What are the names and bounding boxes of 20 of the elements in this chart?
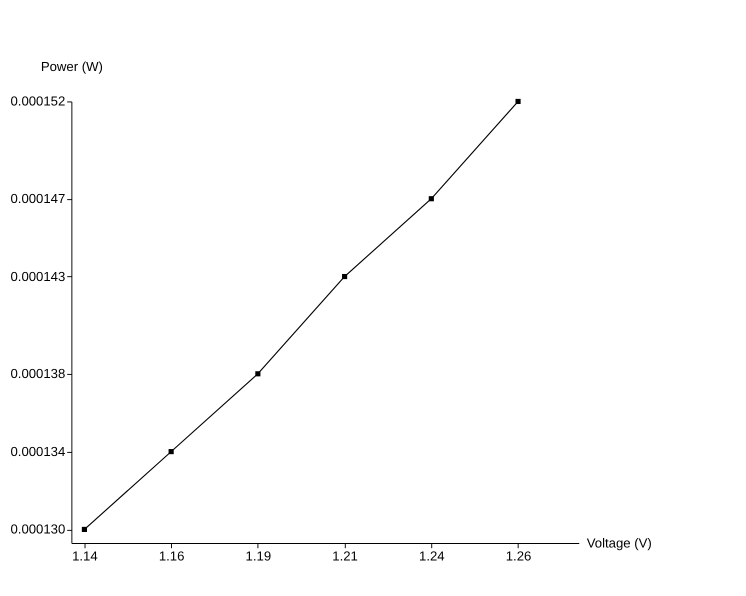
y-tick-label: 0.000147 — [10, 190, 66, 206]
x-tick-label: 1.14 — [72, 548, 98, 564]
x-tick-label: 1.26 — [506, 548, 532, 564]
point — [82, 526, 87, 532]
x-axis-title: Voltage (V) — [586, 535, 652, 550]
x-tick-label: 1.24 — [419, 548, 445, 564]
point — [515, 98, 521, 104]
point — [342, 274, 348, 280]
y-axis-title: Power (W) — [40, 58, 103, 74]
y-tick-label: 0.000143 — [10, 268, 66, 284]
x-tick-label: 1.16 — [158, 548, 184, 564]
point — [168, 449, 174, 454]
y-tick-label: 0.000138 — [10, 366, 66, 382]
x-tick-label: 1.19 — [246, 548, 272, 564]
x-tick-label: 1.21 — [332, 548, 358, 564]
point — [255, 371, 260, 376]
y-tick-label: 0.000134 — [10, 444, 66, 459]
point — [428, 196, 434, 202]
y-tick-label: 0.000130 — [10, 522, 66, 537]
y-tick-label: 0.000152 — [10, 94, 66, 109]
